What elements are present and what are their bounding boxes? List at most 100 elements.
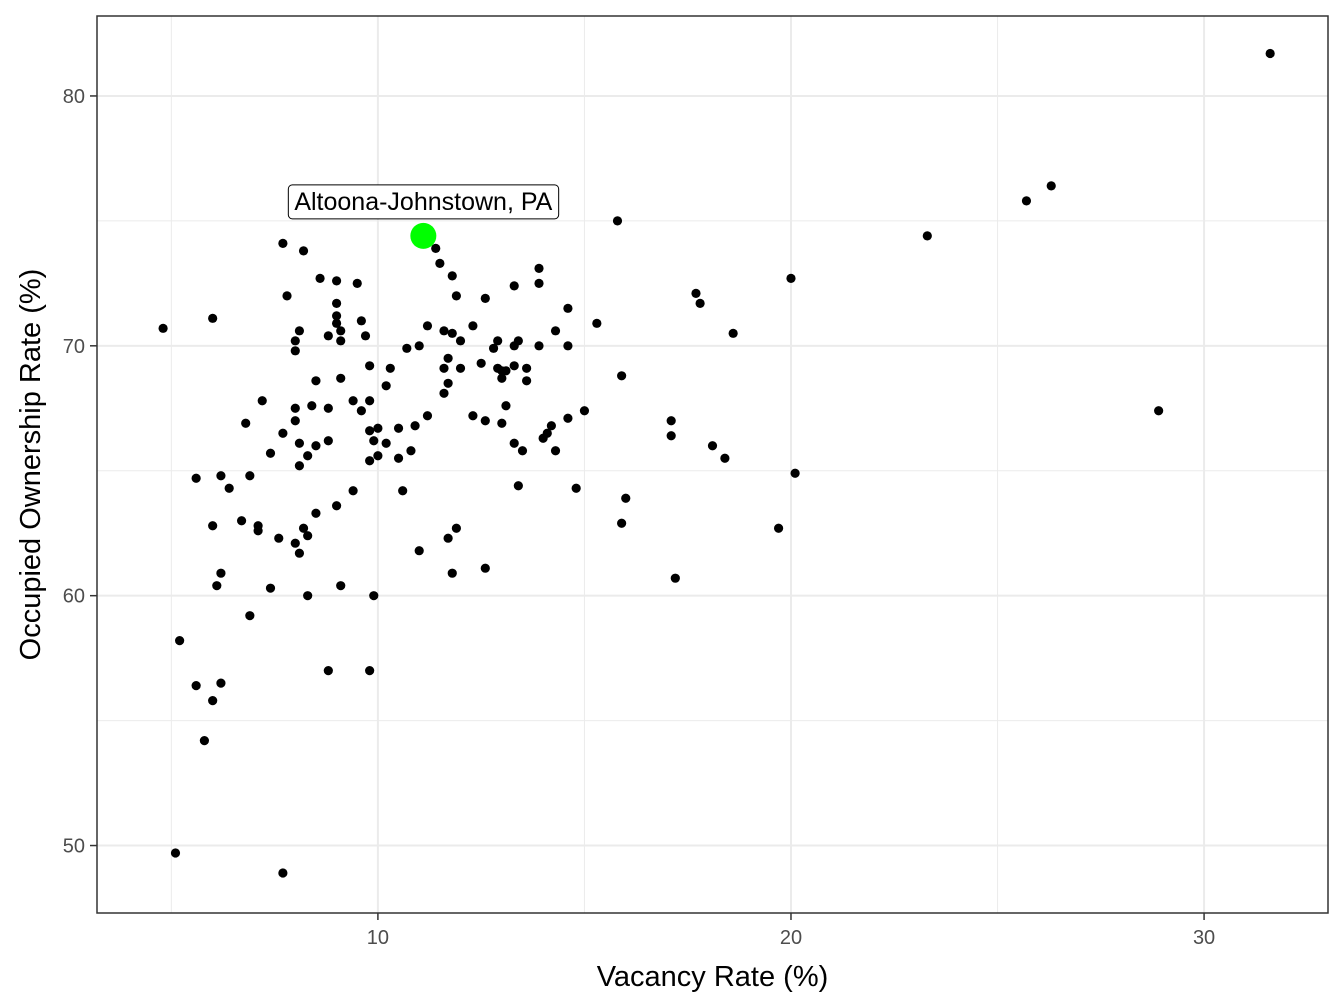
data-point <box>522 376 532 386</box>
data-point <box>336 326 346 336</box>
data-point <box>571 483 581 493</box>
data-point <box>311 441 321 451</box>
y-tick-label: 50 <box>63 836 85 858</box>
data-point <box>393 423 404 433</box>
data-point <box>369 436 379 446</box>
data-point <box>666 431 676 441</box>
data-point <box>365 666 375 676</box>
data-point <box>208 521 218 531</box>
data-point <box>468 411 478 421</box>
data-points <box>158 48 1275 878</box>
data-point <box>290 336 300 346</box>
data-point <box>298 523 309 533</box>
data-point <box>170 848 181 858</box>
data-point <box>410 421 420 431</box>
data-point <box>294 548 305 558</box>
data-point <box>439 363 449 373</box>
data-point <box>550 326 561 336</box>
data-point <box>278 238 288 248</box>
data-point <box>365 361 375 371</box>
data-point <box>348 486 358 496</box>
data-point <box>365 396 375 406</box>
data-point <box>323 436 333 446</box>
data-point <box>443 378 453 388</box>
data-point <box>579 406 590 416</box>
data-point <box>331 298 342 308</box>
data-point <box>617 518 627 528</box>
data-point <box>356 316 366 326</box>
data-point <box>381 438 391 448</box>
data-point <box>617 371 627 381</box>
data-point <box>311 376 321 386</box>
data-point <box>356 406 366 416</box>
data-point <box>294 461 305 471</box>
data-point <box>546 421 556 431</box>
data-point <box>315 273 325 283</box>
data-point <box>1021 196 1032 206</box>
data-point <box>236 516 247 526</box>
data-point <box>522 363 532 373</box>
data-point <box>414 546 424 556</box>
data-point <box>493 336 503 346</box>
data-point <box>158 323 168 333</box>
data-point <box>323 331 333 341</box>
data-point <box>298 246 309 256</box>
data-point <box>922 231 932 241</box>
data-point <box>422 321 433 331</box>
data-point <box>294 438 305 448</box>
data-point <box>331 276 342 286</box>
data-point <box>265 583 276 593</box>
data-point <box>691 288 701 298</box>
highlight-label-text: Altoona-Johnstown, PA <box>294 188 552 216</box>
data-point <box>241 418 251 428</box>
data-point <box>1265 48 1275 59</box>
data-point <box>290 346 300 356</box>
data-point <box>282 291 292 301</box>
data-point <box>447 568 457 578</box>
data-point <box>393 453 404 463</box>
data-point <box>175 636 185 646</box>
data-point <box>348 396 358 406</box>
data-point <box>199 735 210 746</box>
data-point <box>534 341 544 351</box>
data-point <box>191 681 201 691</box>
data-point <box>447 271 457 281</box>
highlight-layer: Altoona-Johnstown, PA <box>287 184 560 249</box>
data-point <box>422 411 433 421</box>
minor-gridlines <box>97 16 1328 913</box>
data-point <box>360 331 371 341</box>
data-point <box>191 473 201 483</box>
data-point <box>365 456 375 466</box>
data-point <box>468 321 478 331</box>
data-point <box>331 311 342 321</box>
data-point <box>476 358 486 368</box>
data-point <box>278 868 288 878</box>
data-point <box>621 493 631 503</box>
data-point <box>257 396 267 406</box>
highlight-point <box>410 222 437 249</box>
data-point <box>385 363 395 373</box>
data-point <box>509 341 519 351</box>
data-point <box>773 523 784 533</box>
data-point <box>455 336 466 346</box>
data-point <box>707 441 718 451</box>
x-tick-label: 10 <box>367 927 389 949</box>
data-point <box>592 318 602 328</box>
data-point <box>253 521 263 531</box>
data-point <box>670 573 680 583</box>
data-point <box>278 428 288 438</box>
data-point <box>224 483 234 493</box>
data-point <box>336 373 346 383</box>
data-point <box>216 471 226 481</box>
highlight-label: Altoona-Johnstown, PA <box>287 184 560 220</box>
data-point <box>290 416 300 426</box>
data-point <box>443 353 453 363</box>
data-point <box>290 538 300 548</box>
data-point <box>517 446 528 456</box>
data-point <box>501 401 511 411</box>
data-point <box>563 413 573 423</box>
data-point <box>352 278 362 288</box>
data-point <box>402 343 412 353</box>
y-tick-label: 80 <box>63 86 85 108</box>
